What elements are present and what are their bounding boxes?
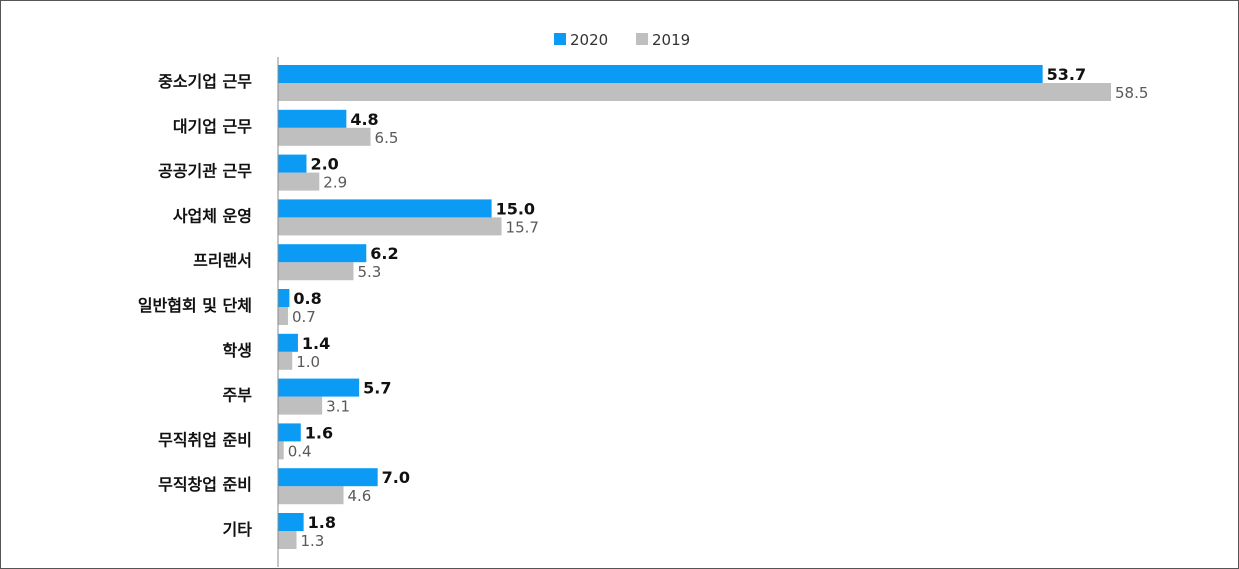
bar-2020 [278, 109, 347, 128]
category-label: 무직창업 준비 [158, 475, 252, 494]
bar-2019 [278, 262, 354, 281]
data-label-2019: 0.4 [288, 442, 312, 460]
data-label-2019: 15.7 [506, 218, 539, 236]
bar-2019 [278, 217, 502, 236]
data-label-2020: 15.0 [496, 199, 535, 218]
data-label-2020: 6.2 [370, 244, 398, 263]
category-label: 프리랜서 [193, 251, 252, 270]
data-label-2019: 2.9 [323, 174, 347, 192]
category-label: 기타 [223, 520, 253, 539]
bar-2020 [278, 378, 360, 397]
data-label-2020: 4.8 [350, 110, 378, 129]
bar-2019 [278, 531, 297, 549]
data-label-2019: 5.3 [357, 263, 381, 281]
category-label: 대기업 근무 [173, 117, 252, 136]
bar-2019 [278, 351, 293, 370]
data-label-2020: 1.6 [305, 423, 333, 442]
category-label: 공공기관 근무 [158, 162, 252, 181]
data-label-2020: 1.4 [302, 334, 330, 353]
data-label-2020: 53.7 [1047, 65, 1086, 84]
category-label: 중소기업 근무 [158, 72, 252, 91]
legend-swatch-2019 [636, 33, 648, 45]
bar-2019 [278, 127, 371, 146]
data-label-2019: 1.0 [296, 353, 320, 371]
category-label: 사업체 운영 [173, 206, 252, 225]
bar-2020 [278, 289, 290, 307]
data-label-2020: 7.0 [382, 468, 410, 487]
category-label: 주부 [223, 386, 253, 405]
bar-2019 [278, 172, 320, 191]
bar-2020 [278, 513, 304, 531]
bar-2020 [278, 468, 378, 487]
legend: 2020 2019 [554, 31, 690, 49]
bar-2019 [278, 396, 323, 415]
bars: 53.7 58.5 4.86.5 2.02.9 15.015.7 6.25.3 0.80.7… [278, 65, 1148, 550]
bar-2020 [278, 423, 301, 442]
bar-2019 [278, 83, 1111, 101]
bar-2020 [278, 199, 492, 218]
data-label-2019: 0.7 [292, 308, 316, 326]
data-label-2020: 0.8 [293, 289, 321, 308]
data-label-2019: 1.3 [301, 532, 325, 550]
bar-2019 [278, 486, 344, 505]
data-label-2019: 3.1 [326, 398, 350, 416]
data-label-2020: 2.0 [310, 155, 338, 174]
category-label: 학생 [223, 341, 252, 360]
bar-2019 [278, 441, 284, 460]
category-label: 무직취업 준비 [158, 430, 252, 449]
data-label-2019: 6.5 [375, 129, 399, 147]
legend-swatch-2020 [554, 33, 566, 45]
data-label-2019: 4.6 [348, 487, 372, 505]
legend-entry-2020: 2020 [570, 31, 608, 49]
data-label-2019: 58.5 [1115, 84, 1148, 102]
data-label-2020: 5.7 [363, 379, 391, 398]
data-label-2020: 1.8 [308, 513, 336, 532]
category-label: 일반협회 및 단체 [138, 296, 252, 315]
bar-2020 [278, 154, 307, 173]
bar-2020 [278, 65, 1043, 83]
bar-2019 [278, 307, 288, 325]
bar-2020 [278, 333, 298, 352]
bar-2020 [278, 244, 367, 263]
legend-entry-2019: 2019 [652, 31, 690, 49]
